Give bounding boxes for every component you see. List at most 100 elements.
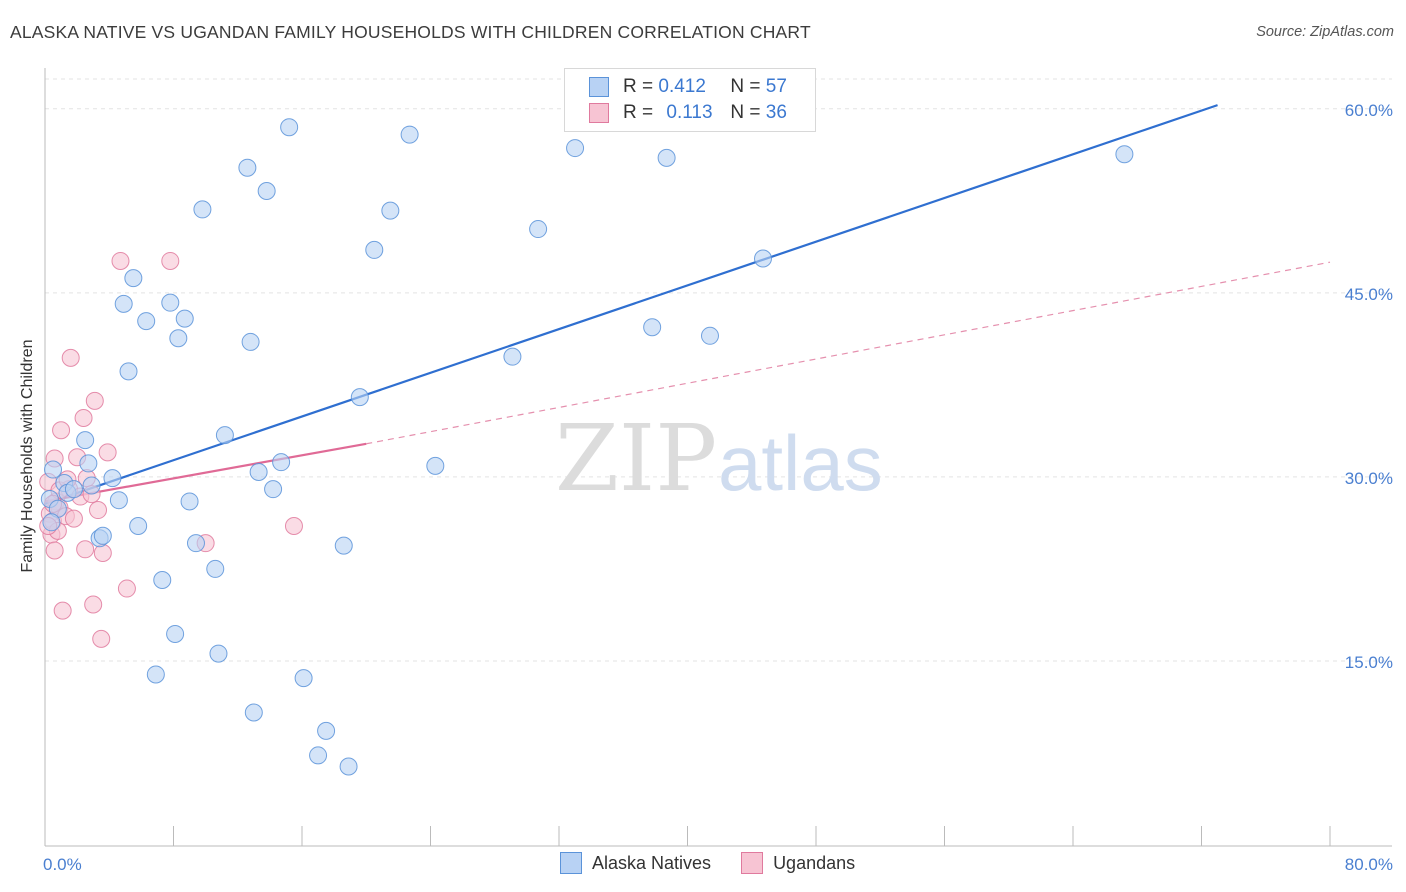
point-alaska-natives: [529, 220, 548, 239]
point-alaska-natives: [44, 460, 63, 479]
point-alaska-natives: [1115, 145, 1134, 164]
watermark-zip: ZIP: [555, 405, 717, 512]
x-tick-label: 0.0%: [43, 855, 82, 874]
point-alaska-natives: [161, 293, 180, 312]
legend-item-ugandans[interactable]: Ugandans: [741, 852, 855, 874]
point-ugandans: [61, 348, 80, 367]
point-alaska-natives: [381, 201, 400, 220]
point-ugandans: [74, 409, 93, 428]
point-alaska-natives: [76, 431, 95, 450]
point-alaska-natives: [180, 492, 199, 511]
legend-n-label: N =: [730, 76, 761, 97]
watermark-atlas: atlas: [718, 419, 883, 507]
point-ugandans: [161, 251, 180, 270]
point-alaska-natives: [657, 148, 676, 167]
legend-r-value: 0.113: [666, 102, 713, 123]
point-alaska-natives: [42, 513, 61, 532]
point-alaska-natives: [79, 454, 98, 473]
point-alaska-natives: [309, 746, 328, 765]
point-alaska-natives: [753, 249, 772, 268]
legend-row-alaska: R = 0.412 N = 57: [589, 74, 787, 100]
point-alaska-natives: [129, 516, 148, 535]
series-legend: Alaska Natives Ugandans: [560, 852, 885, 874]
point-alaska-natives: [186, 534, 205, 553]
legend-r-value: 0.412: [658, 76, 706, 97]
point-alaska-natives: [93, 526, 112, 545]
y-tick-label: 45.0%: [1345, 285, 1393, 304]
point-alaska-natives: [365, 240, 384, 259]
watermark: ZIP atlas: [555, 405, 883, 512]
source-label: Source: ZipAtlas.com: [1256, 24, 1394, 40]
point-alaska-natives: [317, 721, 336, 740]
point-alaska-natives: [280, 118, 299, 137]
point-alaska-natives: [294, 669, 313, 688]
point-alaska-natives: [153, 570, 172, 589]
point-alaska-natives: [175, 309, 194, 328]
point-ugandans: [98, 443, 117, 462]
legend-label-alaska: Alaska Natives: [592, 852, 712, 873]
point-alaska-natives: [146, 665, 165, 684]
point-alaska-natives: [64, 480, 83, 499]
y-tick-label: 15.0%: [1345, 653, 1393, 672]
point-ugandans: [64, 509, 83, 528]
point-alaska-natives: [426, 456, 445, 475]
legend-row-ugandans: R = 0.113 N = 36: [589, 100, 787, 126]
axis-layer: 15.0% 30.0% 45.0% 60.0% 0.0% 80.0%: [43, 68, 1393, 874]
x-tick-label: 80.0%: [1345, 855, 1393, 874]
point-ugandans: [52, 421, 71, 440]
trendline-ugandans-extension: [366, 261, 1331, 445]
point-alaska-natives: [700, 326, 719, 345]
point-alaska-natives: [400, 125, 419, 144]
point-alaska-natives: [124, 269, 143, 288]
point-alaska-natives: [272, 453, 291, 472]
legend-n-value: 57: [765, 76, 787, 97]
y-tick-label: 30.0%: [1345, 469, 1393, 488]
legend-r-label: R =: [623, 76, 654, 97]
point-alaska-natives: [339, 757, 358, 776]
point-alaska-natives: [238, 158, 257, 177]
point-alaska-natives: [643, 318, 662, 337]
point-alaska-natives: [193, 200, 212, 219]
y-tick-label: 60.0%: [1345, 101, 1393, 120]
point-alaska-natives: [114, 294, 133, 313]
points-layer: [39, 118, 1134, 776]
point-ugandans: [76, 540, 95, 559]
legend-swatch-ugandans: [741, 852, 764, 874]
point-ugandans: [92, 629, 111, 648]
legend-swatch-ugandans: [589, 103, 609, 123]
point-ugandans: [89, 501, 108, 520]
point-alaska-natives: [257, 182, 276, 201]
point-alaska-natives: [103, 469, 122, 488]
point-alaska-natives: [82, 476, 101, 495]
point-alaska-natives: [119, 362, 138, 381]
point-ugandans: [111, 251, 130, 270]
legend-n-label: N =: [730, 102, 761, 123]
legend-r-label: R =: [623, 102, 654, 123]
legend-item-alaska-natives[interactable]: Alaska Natives: [560, 852, 711, 874]
point-alaska-natives: [137, 312, 156, 331]
point-alaska-natives: [166, 624, 185, 643]
point-alaska-natives: [109, 491, 128, 510]
point-ugandans: [85, 391, 104, 410]
point-alaska-natives: [215, 426, 234, 445]
point-alaska-natives: [503, 347, 522, 366]
point-alaska-natives: [209, 644, 228, 663]
point-alaska-natives: [244, 703, 263, 722]
point-alaska-natives: [566, 139, 585, 158]
point-alaska-natives: [206, 559, 225, 578]
point-ugandans: [53, 601, 72, 620]
point-alaska-natives: [241, 332, 260, 351]
correlation-legend: R = 0.412 N = 57 R = 0.113 N = 36: [564, 68, 816, 132]
point-ugandans: [45, 541, 64, 560]
point-ugandans: [117, 579, 136, 598]
point-alaska-natives: [249, 462, 268, 481]
legend-swatch-alaska: [560, 852, 582, 874]
point-alaska-natives: [169, 329, 188, 348]
point-alaska-natives: [350, 388, 369, 407]
trendline-alaska-natives: [44, 104, 1218, 505]
point-alaska-natives: [264, 480, 283, 499]
point-ugandans: [284, 516, 303, 535]
legend-label-ugandans: Ugandans: [773, 852, 856, 873]
point-ugandans: [84, 595, 103, 614]
